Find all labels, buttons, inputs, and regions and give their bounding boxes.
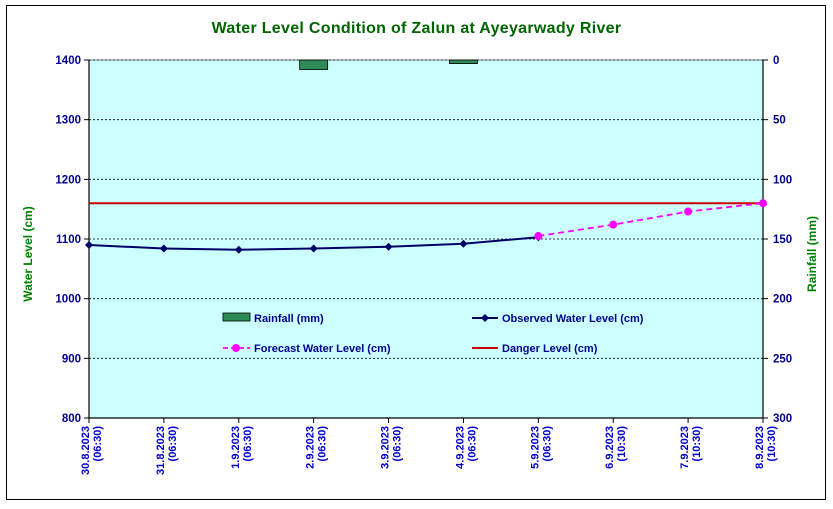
forecast-point: [684, 207, 693, 216]
x-tick-label: 1.9.2023(06:30): [230, 426, 254, 469]
x-tick-label: 6.9.2023(10:30): [604, 426, 628, 469]
x-tick-label: 31.8.2023(06:30): [155, 426, 179, 475]
rainfall-bar: [299, 59, 329, 70]
observed-point: [309, 244, 318, 253]
y-tick-label: 900: [62, 353, 81, 365]
y2-tick-label: 250: [773, 353, 792, 365]
x-tick-label: 4.9.2023(06:30): [454, 426, 478, 469]
x-tick-label: 8.9.2023(10:30): [754, 426, 778, 469]
x-tick-label: 7.9.2023(10:30): [679, 426, 703, 469]
y2-tick-label: 300: [773, 413, 792, 425]
y-tick-label: 800: [62, 413, 81, 425]
y2-tick-label: 150: [773, 234, 792, 246]
forecast-line: [538, 202, 764, 237]
rainfall-bar: [449, 59, 478, 64]
forecast-point: [759, 199, 767, 208]
y2-tick-label: 50: [773, 115, 786, 127]
observed-point: [384, 242, 393, 251]
legend-label: Observed Water Level (cm): [502, 313, 644, 325]
y2-tick-label: 0: [773, 55, 779, 67]
y-tick-label: 1400: [55, 55, 81, 67]
legend-label: Rainfall (mm): [254, 313, 324, 325]
chart-title: Water Level Condition of Zalun at Ayeyar…: [211, 20, 622, 37]
x-tick-label: 30.8.2023(06:30): [80, 426, 104, 475]
legend-forecast-marker: [232, 344, 240, 352]
x-tick-label: 5.9.2023(06:30): [529, 426, 553, 469]
y-tick-label: 1100: [56, 234, 81, 246]
y-tick-label: 1300: [55, 115, 81, 127]
y-tick-label: 1000: [55, 294, 81, 306]
observed-point: [459, 239, 468, 248]
observed-point: [159, 244, 168, 253]
legend-observed-marker: [481, 314, 489, 322]
forecast-point: [609, 220, 618, 229]
legend-label: Danger Level (cm): [502, 343, 598, 355]
legend-rainfall-swatch: [222, 312, 251, 322]
y-tick-label: 1200: [55, 174, 81, 186]
x-tick-label: 3.9.2023(06:30): [380, 426, 404, 469]
y2-tick-label: 100: [773, 174, 792, 186]
y2-tick-label: 200: [773, 294, 792, 306]
legend-label: Forecast Water Level (cm): [254, 343, 391, 355]
observed-point: [234, 245, 243, 254]
x-tick-label: 2.9.2023(06:30): [305, 426, 329, 469]
observed-point: [85, 240, 93, 249]
forecast-point: [534, 232, 543, 241]
